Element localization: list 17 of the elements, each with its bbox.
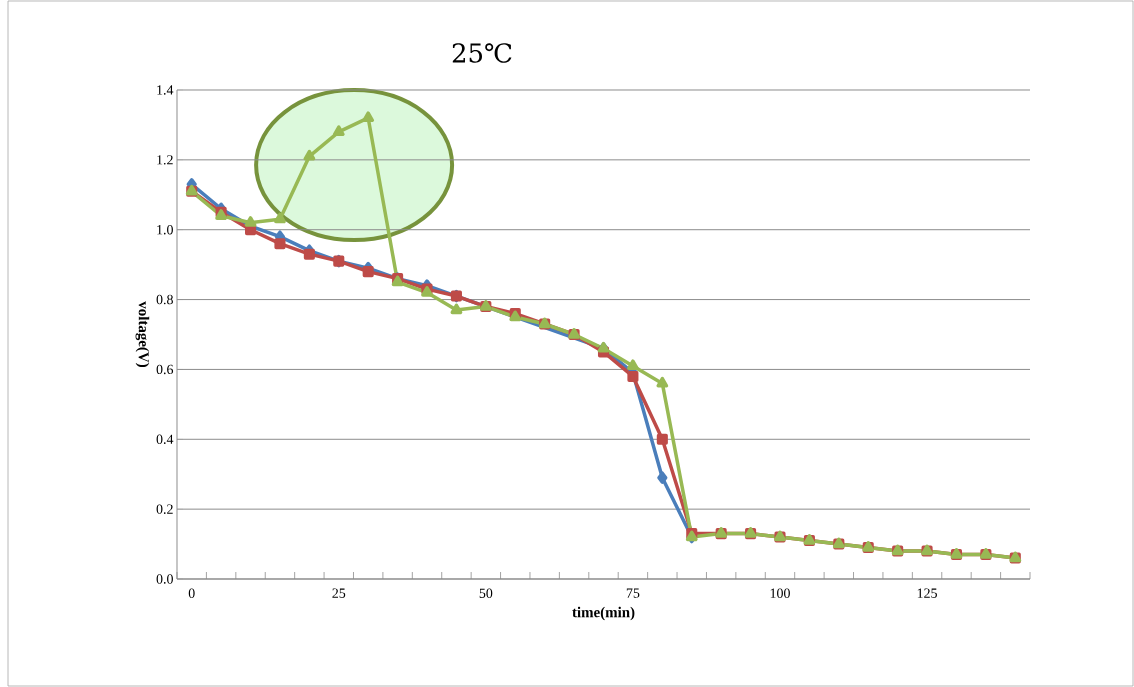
x-tick-label: 50 xyxy=(479,588,493,598)
y-tick-label: 0.4 xyxy=(156,434,174,445)
x-axis-title: time(min) xyxy=(572,606,635,621)
x-tick-label: 25 xyxy=(332,588,346,598)
x-tick-label: 125 xyxy=(917,588,937,598)
y-tick-label: 0.6 xyxy=(156,364,174,375)
y-tick-label: 0.0 xyxy=(156,574,173,584)
y-tick-label: 1.2 xyxy=(157,155,173,165)
y-tick-label: 0.8 xyxy=(156,294,173,305)
x-tick-label: 0 xyxy=(188,588,195,598)
x-tick-label: 75 xyxy=(626,588,640,598)
y-tick-label: 1.4 xyxy=(157,85,174,95)
y-tick-label: 0.2 xyxy=(156,504,173,514)
y-axis-title: voltage(V) xyxy=(135,301,150,368)
y-tick-label: 1.0 xyxy=(157,224,173,235)
chart-title: 25℃ xyxy=(452,43,512,63)
x-tick-label: 100 xyxy=(770,588,790,598)
